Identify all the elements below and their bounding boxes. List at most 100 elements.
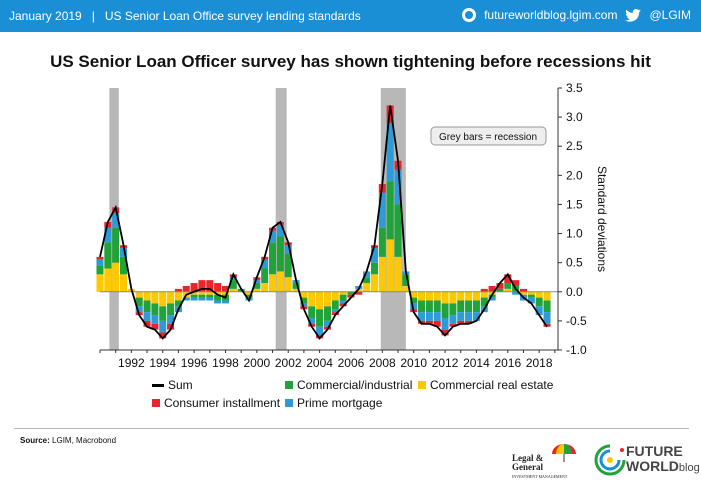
legend-label-sum: Sum [168,378,193,392]
footer-divider [14,428,689,429]
bar-commercial-industrial-42 [425,300,433,313]
bar-prime-mortgage-57 [543,312,551,324]
bar-prime-mortgage-42 [425,312,433,321]
legal-general-umbrella-icon [552,444,576,462]
legend-commercial-real-estate: Commercial real estate [418,378,553,392]
bar-commercial-real-estate-54 [519,291,528,295]
bar-commercial-real-estate-34 [363,283,371,292]
twitter-handle[interactable]: @LGIM [649,8,691,22]
bar-commercial-real-estate-38 [394,256,402,292]
annotation-box [430,126,547,146]
legend-swatch-pm [285,399,293,407]
lg-line1: Legal & [512,453,544,463]
y-tick-label-6: 0.5 [566,256,583,270]
bar-prime-mortgage-7 [151,315,159,324]
bar-commercial-industrial-32 [347,291,355,295]
bar-consumer-installment-15 [214,283,222,292]
bar-commercial-industrial-19 [245,294,253,298]
bar-prime-mortgage-8 [159,320,167,333]
bar-commercial-real-estate-31 [339,291,347,295]
bar-commercial-real-estate-17 [229,288,237,292]
x-tick-label-2: 1996 [181,356,208,370]
bar-commercial-real-estate-7 [151,291,159,304]
bar-commercial-industrial-51 [496,288,504,292]
bar-commercial-real-estate-36 [378,256,386,292]
bar-commercial-real-estate-40 [410,291,418,298]
bar-prime-mortgage-23 [276,224,284,237]
legend-label-pm: Prime mortgage [297,396,383,410]
bar-commercial-industrial-23 [276,236,284,272]
source-label: Source: [20,436,50,445]
bar-commercial-real-estate-16 [221,291,230,295]
y-tick-label-5: 1.0 [566,227,583,241]
bar-commercial-industrial-21 [261,268,269,284]
bar-prime-mortgage-43 [433,312,441,321]
header-bar: January 2019 | US Senior Loan Office surve… [0,0,701,32]
x-tick-label-5: 2002 [275,356,302,370]
bar-consumer-installment-50 [488,285,496,292]
legend-swatch-cre [418,381,426,389]
bar-commercial-industrial-31 [339,294,347,301]
bar-prime-mortgage-24 [284,245,292,254]
bar-consumer-installment-31 [339,303,347,307]
bar-prime-mortgage-40 [410,303,418,310]
bar-prime-mortgage-46 [457,312,465,321]
bar-commercial-real-estate-52 [504,288,512,292]
bar-commercial-real-estate-55 [527,291,535,295]
bar-prime-mortgage-27 [308,317,316,324]
bar-commercial-industrial-27 [308,306,316,318]
fw-line3: blog [678,462,700,474]
bar-commercial-real-estate-0 [96,274,104,292]
bar-commercial-industrial-25 [292,283,300,289]
bar-prime-mortgage-22 [269,230,277,243]
bar-commercial-real-estate-24 [284,277,292,292]
bar-commercial-real-estate-41 [418,291,426,301]
bar-commercial-real-estate-25 [292,288,300,292]
bar-commercial-industrial-46 [457,300,465,313]
bar-commercial-real-estate-27 [308,291,316,307]
lg-line2: General [512,462,543,472]
bar-commercial-real-estate-12 [190,291,198,295]
legend-commercial-industrial: Commercial/industrial [285,378,412,392]
x-tick-label-9: 2010 [400,356,427,370]
legend-label-ci: Commercial/industrial [297,378,413,392]
bar-consumer-installment-43 [433,320,441,327]
bar-commercial-real-estate-22 [269,274,277,292]
bar-prime-mortgage-3 [119,248,128,257]
header-right: futureworldblog.lgim.com @LGIM [462,8,691,22]
bar-commercial-industrial-3 [119,256,128,275]
bar-commercial-industrial-37 [386,181,394,240]
source-text: LGIM, Macrobond [52,436,117,445]
website-link[interactable]: futureworldblog.lgim.com [484,8,618,22]
bar-commercial-industrial-55 [527,294,535,298]
bar-consumer-installment-9 [167,323,175,330]
bar-consumer-installment-45 [449,323,457,327]
fw-line2: WORLD [626,458,679,474]
bar-commercial-real-estate-57 [543,291,551,301]
legend-label-cre: Commercial real estate [430,378,554,392]
bar-commercial-real-estate-39 [402,285,410,292]
bar-commercial-industrial-17 [229,280,237,289]
bar-commercial-real-estate-20 [253,288,261,292]
x-tick-label-6: 2004 [306,356,333,370]
bar-commercial-real-estate-46 [457,291,465,301]
y-tick-label-8: -0.5 [566,314,587,328]
bar-commercial-real-estate-45 [449,291,457,304]
bar-commercial-real-estate-48 [472,291,480,301]
bar-prime-mortgage-9 [167,315,175,324]
y-tick-label-1: 3.0 [566,110,583,124]
bar-prime-mortgage-21 [261,259,269,269]
bar-commercial-industrial-35 [370,262,379,275]
bar-commercial-industrial-34 [363,277,371,284]
bar-prime-mortgage-48 [472,312,480,321]
bar-commercial-industrial-39 [402,274,410,286]
y-tick-label-2: 2.5 [566,139,583,153]
bar-commercial-real-estate-49 [480,291,488,298]
bar-commercial-real-estate-35 [370,274,379,292]
bar-consumer-installment-30 [331,312,339,316]
bar-commercial-industrial-52 [504,283,512,289]
bar-commercial-real-estate-15 [214,291,222,295]
x-tick-label-10: 2012 [432,356,459,370]
header-date: January 2019 [9,9,82,23]
